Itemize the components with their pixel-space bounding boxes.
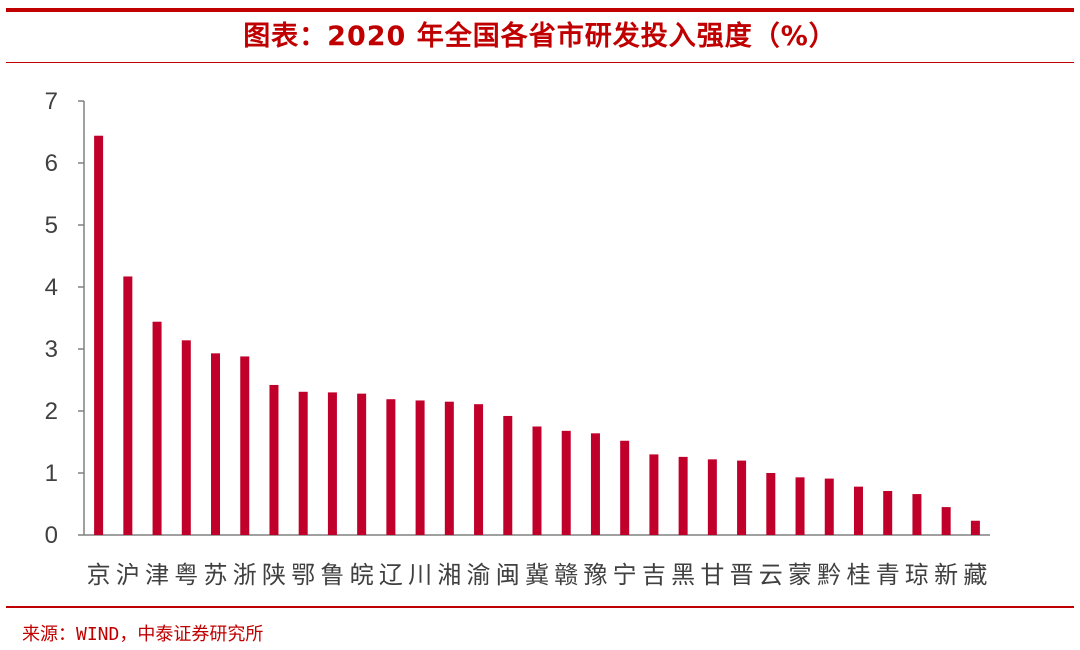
x-category-label: 青 [876, 561, 900, 589]
x-category-label: 辽 [379, 561, 403, 589]
y-tick-label: 0 [45, 522, 58, 549]
bar [795, 477, 805, 535]
bar [590, 433, 600, 535]
x-category-label: 黔 [817, 561, 841, 589]
x-category-label: 桂 [846, 561, 870, 589]
x-category-label: 甘 [700, 561, 724, 589]
x-category-label: 浙 [233, 561, 257, 589]
x-category-label: 渝 [467, 561, 491, 589]
x-category-label: 鲁 [320, 561, 344, 589]
bar [912, 494, 922, 535]
bar [503, 415, 513, 535]
bar [853, 486, 863, 535]
x-category-label: 豫 [583, 561, 607, 589]
bar [444, 401, 454, 535]
x-category-label: 皖 [350, 561, 374, 589]
bar [532, 426, 542, 535]
y-tick-label: 5 [45, 212, 58, 239]
bar [269, 384, 279, 535]
x-category-label: 粤 [174, 561, 198, 589]
bar [123, 276, 133, 535]
bar [883, 490, 893, 535]
x-category-label: 沪 [116, 561, 140, 589]
y-tick-label: 3 [45, 336, 58, 363]
y-tick-labels: 0 1 2 3 4 5 6 7 [45, 88, 58, 549]
x-category-label: 湘 [437, 561, 461, 589]
bar [737, 460, 747, 535]
bar [824, 478, 834, 535]
bar [240, 356, 250, 535]
x-category-label: 藏 [963, 561, 987, 589]
x-category-labels: 京沪津粤苏浙陕鄂鲁皖辽川湘渝闽冀赣豫宁吉黑甘晋云蒙黔桂青琼新藏 [87, 561, 988, 589]
x-category-label: 陕 [262, 561, 286, 589]
bar [707, 459, 717, 535]
bar [561, 430, 571, 535]
x-category-label: 苏 [204, 561, 228, 589]
bottom-rule [6, 606, 1074, 608]
x-category-label: 冀 [525, 561, 549, 589]
bar [357, 393, 367, 535]
x-category-label: 琼 [905, 561, 929, 589]
x-category-label: 宁 [613, 561, 637, 589]
bar-chart: 0 1 2 3 4 5 6 7 京沪津粤苏浙陕鄂鲁皖辽川湘渝闽冀赣豫宁吉黑甘晋云蒙黔桂青琼新藏 [45, 88, 990, 589]
bar [415, 400, 425, 535]
y-tick-label: 7 [45, 88, 58, 115]
bar [386, 399, 396, 535]
chart-bars [94, 135, 980, 535]
x-category-label: 闽 [496, 561, 520, 589]
bar [941, 507, 951, 535]
x-category-label: 鄂 [291, 561, 315, 589]
bar [970, 520, 980, 535]
bar [766, 473, 776, 535]
x-category-label: 吉 [642, 561, 666, 589]
bar [94, 135, 104, 535]
bar [678, 456, 688, 535]
source-note: 来源：WIND，中泰证券研究所 [22, 624, 264, 645]
bar [298, 391, 308, 535]
bar [327, 392, 337, 535]
chart-title: 图表：2020 年全国各省市研发投入强度（%） [243, 21, 837, 52]
x-category-label: 新 [934, 561, 958, 589]
x-category-label: 津 [145, 561, 169, 589]
x-category-label: 云 [759, 561, 783, 589]
y-tick-label: 6 [45, 150, 58, 177]
x-category-label: 晋 [730, 561, 754, 589]
x-category-label: 黑 [671, 561, 695, 589]
bar [474, 404, 484, 535]
y-tick-label: 2 [45, 398, 58, 425]
x-category-label: 京 [87, 561, 111, 589]
y-tick-label: 1 [45, 460, 58, 487]
bar [152, 321, 162, 535]
bar [211, 353, 221, 535]
y-tick-label: 4 [45, 274, 58, 301]
top-rule [6, 8, 1074, 12]
x-category-label: 蒙 [788, 561, 812, 589]
x-category-label: 赣 [554, 561, 578, 589]
bar [620, 440, 630, 535]
title-rule [6, 62, 1074, 63]
bar [649, 454, 659, 535]
bar [181, 340, 191, 535]
x-category-label: 川 [408, 561, 432, 589]
